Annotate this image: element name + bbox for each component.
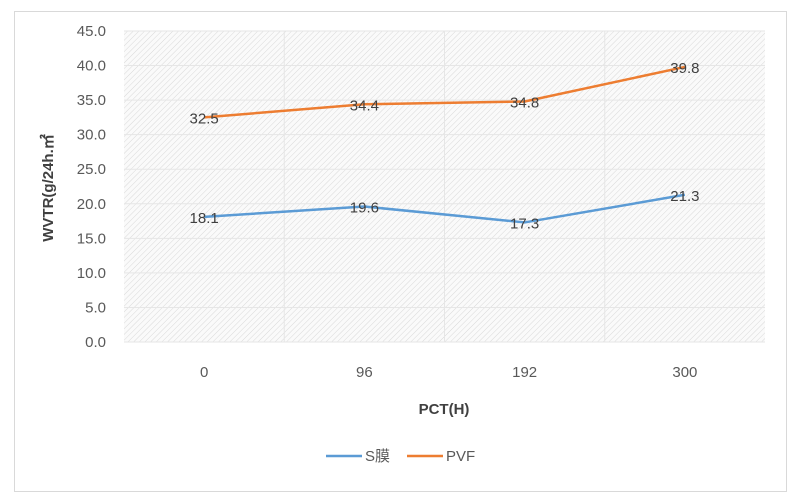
x-axis-title: PCT(H) (419, 401, 470, 418)
x-tick-label: 96 (356, 364, 373, 381)
series-line-0 (204, 193, 686, 224)
y-axis-title: WVTR(g/24h.㎡ (39, 134, 57, 242)
series-line-1 (204, 65, 686, 119)
data-label: 32.5 (190, 110, 219, 127)
data-label: 21.3 (670, 188, 699, 205)
y-tick-label: 25.0 (77, 161, 106, 178)
data-label: 34.8 (510, 94, 539, 111)
data-label: 19.6 (350, 200, 379, 217)
y-tick-label: 30.0 (77, 127, 106, 144)
y-tick-label: 20.0 (77, 196, 106, 213)
x-tick-label: 0 (200, 364, 208, 381)
x-tick-label: 192 (512, 364, 537, 381)
y-tick-label: 0.0 (85, 334, 106, 351)
legend-label: PVF (446, 448, 475, 465)
x-tick-label: 300 (672, 364, 697, 381)
y-tick-label: 35.0 (77, 92, 106, 109)
y-tick-label: 40.0 (77, 58, 106, 75)
y-tick-label: 45.0 (77, 23, 106, 40)
y-tick-label: 5.0 (85, 299, 106, 316)
y-tick-label: 15.0 (77, 230, 106, 247)
data-label: 18.1 (190, 210, 219, 227)
data-label: 17.3 (510, 215, 539, 232)
legend-label: S膜 (365, 448, 390, 465)
y-tick-label: 10.0 (77, 265, 106, 282)
data-label: 39.8 (670, 60, 699, 77)
data-label: 34.4 (350, 97, 379, 114)
